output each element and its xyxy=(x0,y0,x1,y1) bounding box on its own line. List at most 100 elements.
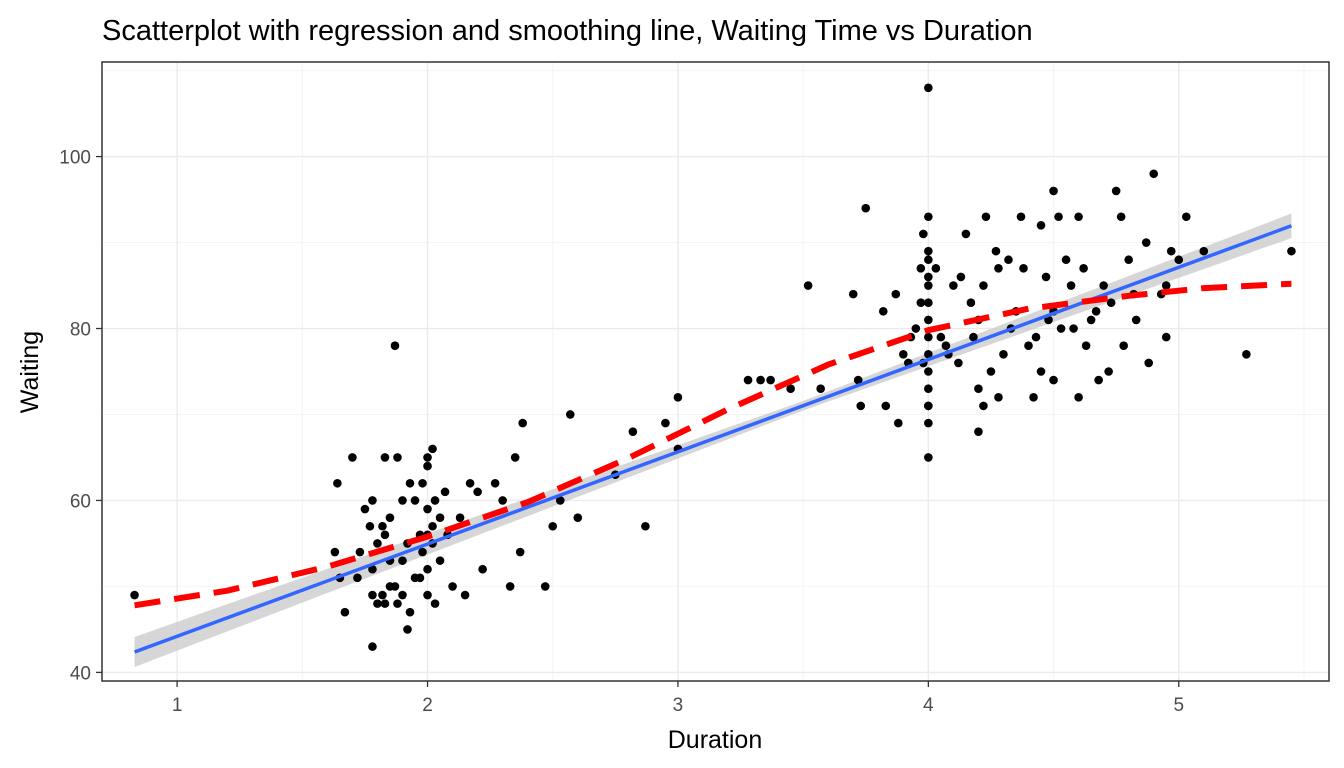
data-point xyxy=(423,590,432,600)
data-point xyxy=(994,392,1003,402)
x-tick-label: 2 xyxy=(422,695,433,716)
data-point xyxy=(368,642,377,651)
data-point xyxy=(1099,281,1108,290)
data-point xyxy=(924,332,933,342)
data-point xyxy=(924,367,933,376)
data-point xyxy=(1024,341,1033,351)
data-point xyxy=(398,556,407,565)
data-point xyxy=(961,229,971,239)
data-point xyxy=(1074,392,1083,402)
data-point xyxy=(919,229,928,239)
data-point xyxy=(1016,212,1026,222)
data-point xyxy=(936,332,946,342)
data-point xyxy=(478,564,487,574)
data-point xyxy=(440,487,450,497)
data-point xyxy=(999,350,1008,359)
data-point xyxy=(1199,246,1209,256)
data-point xyxy=(1149,169,1159,179)
data-point xyxy=(393,599,402,608)
data-point xyxy=(555,496,565,505)
x-tick-label: 5 xyxy=(1173,695,1184,716)
data-point xyxy=(1086,315,1096,325)
data-point xyxy=(979,281,988,290)
data-point xyxy=(1181,212,1191,222)
data-point xyxy=(498,496,507,505)
data-point xyxy=(353,573,362,583)
data-point xyxy=(378,521,387,531)
data-point xyxy=(348,453,357,462)
plot-panel: 1 2 3 4 5 40 60 80 100 xyxy=(59,61,1330,716)
data-point xyxy=(398,496,407,505)
data-point xyxy=(428,444,437,454)
data-point xyxy=(573,513,583,522)
x-tick-label: 1 xyxy=(172,695,183,716)
data-point xyxy=(1174,255,1184,265)
data-point xyxy=(1242,350,1251,359)
data-point xyxy=(1104,367,1113,376)
data-point xyxy=(405,607,415,617)
data-point xyxy=(1111,186,1121,196)
data-point xyxy=(473,487,482,497)
data-point xyxy=(1166,246,1176,256)
data-point xyxy=(360,504,370,514)
data-point xyxy=(385,513,395,522)
data-point xyxy=(994,264,1003,273)
data-point xyxy=(390,341,400,351)
data-point xyxy=(924,384,933,393)
data-point xyxy=(1031,332,1041,342)
data-point xyxy=(991,246,1001,256)
data-point xyxy=(1161,332,1171,342)
smoothing-line xyxy=(134,280,1292,609)
data-point xyxy=(673,392,683,402)
data-point xyxy=(430,599,440,608)
data-point xyxy=(355,547,365,557)
data-point xyxy=(423,453,432,462)
data-point xyxy=(916,264,926,273)
data-point xyxy=(861,203,871,213)
data-point xyxy=(540,582,550,591)
data-point xyxy=(924,281,933,290)
data-point xyxy=(1029,392,1038,402)
data-point xyxy=(1041,272,1051,282)
data-point xyxy=(368,564,377,574)
data-point xyxy=(969,332,978,342)
data-point xyxy=(856,401,866,411)
data-point xyxy=(410,496,420,505)
data-point xyxy=(743,375,753,385)
data-point xyxy=(460,590,470,600)
data-point xyxy=(465,478,475,488)
data-point xyxy=(435,556,445,565)
data-point xyxy=(1054,212,1063,222)
data-point xyxy=(893,418,903,428)
data-point xyxy=(1161,281,1171,290)
x-tick-label: 4 xyxy=(923,695,934,716)
data-point xyxy=(924,298,933,308)
data-point xyxy=(1069,324,1078,333)
data-point xyxy=(378,590,387,600)
data-point xyxy=(756,375,765,385)
chart-title: Scatterplot with regression and smoothin… xyxy=(102,15,1033,47)
data-point xyxy=(924,453,933,462)
data-point xyxy=(891,289,901,299)
data-point xyxy=(330,547,340,557)
data-point xyxy=(949,281,958,290)
data-point xyxy=(911,324,921,333)
data-point xyxy=(390,582,400,591)
data-point xyxy=(924,315,933,325)
data-point xyxy=(423,504,432,514)
y-tick-label: 40 xyxy=(70,663,91,684)
data-point xyxy=(924,350,933,359)
data-point xyxy=(766,375,775,385)
data-point xyxy=(931,264,941,273)
data-point xyxy=(974,427,983,436)
data-point xyxy=(974,384,983,393)
data-point xyxy=(1049,186,1058,196)
data-point xyxy=(365,521,375,531)
data-point xyxy=(418,547,427,557)
data-point xyxy=(1091,307,1101,316)
data-point xyxy=(1056,324,1066,333)
y-tick-label: 60 xyxy=(70,491,91,512)
data-point xyxy=(853,375,863,385)
data-point xyxy=(924,83,933,93)
